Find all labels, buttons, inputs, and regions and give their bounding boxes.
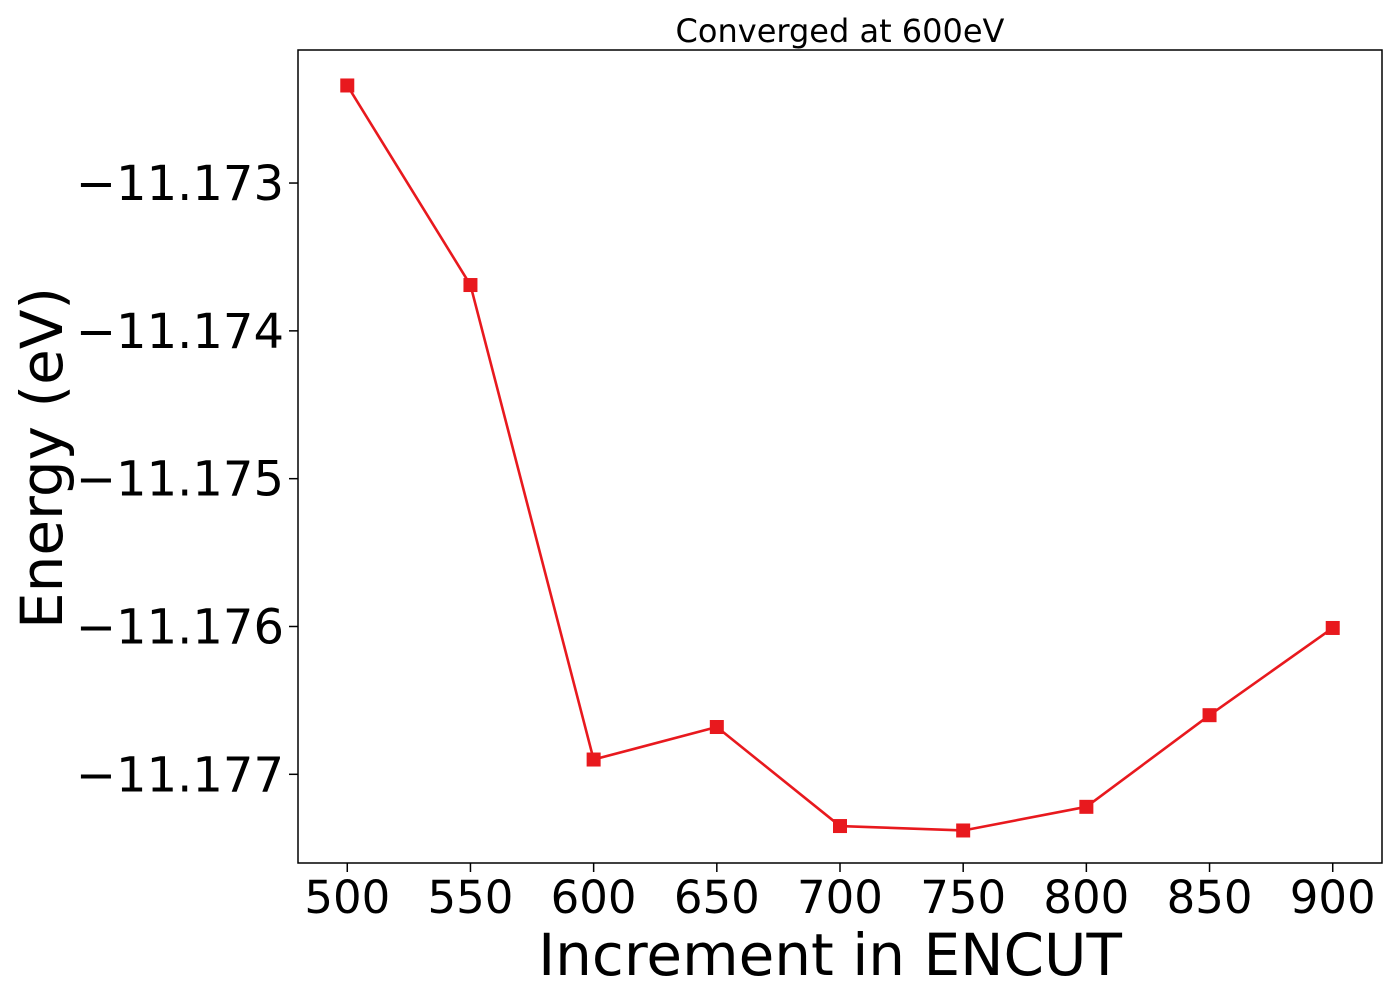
series-line [346, 84, 1334, 832]
y-tick-label: −11.177 [76, 747, 284, 803]
x-tick-label: 850 [1167, 871, 1253, 924]
series-layer [340, 78, 1340, 838]
data-point-marker [1079, 799, 1094, 814]
x-tick-label: 900 [1290, 871, 1376, 924]
data-point-marker [586, 752, 601, 767]
x-tick-label: 500 [304, 871, 390, 924]
x-tick-label: 600 [551, 871, 637, 924]
y-tick-label: −11.175 [76, 452, 284, 508]
data-point-marker [956, 823, 971, 838]
y-axis: −11.177 −11.176 −11.175 −11.174 −11.173 [76, 156, 298, 803]
y-tick-label: −11.174 [76, 304, 284, 360]
data-point-marker [1202, 708, 1217, 723]
plot-area-frame [297, 49, 1383, 864]
data-point-marker [709, 720, 724, 735]
data-point-marker [1325, 620, 1340, 635]
x-axis-label: Increment in ENCUT [538, 921, 1122, 989]
data-point-marker [463, 278, 478, 293]
x-tick-label: 650 [674, 871, 760, 924]
y-tick-label: −11.176 [76, 599, 284, 655]
x-tick-label: 700 [797, 871, 883, 924]
y-axis-label: Energy (eV) [8, 287, 76, 629]
x-axis: 500 550 600 650 700 750 800 850 900 [304, 863, 1376, 924]
chart-title: Converged at 600eV [676, 12, 1005, 50]
x-tick-label: 800 [1043, 871, 1129, 924]
data-point-marker [340, 78, 355, 93]
data-point-marker [833, 819, 847, 834]
y-tick-label: −11.173 [76, 156, 284, 212]
x-tick-label: 550 [428, 871, 514, 924]
x-tick-label: 750 [920, 871, 1006, 924]
